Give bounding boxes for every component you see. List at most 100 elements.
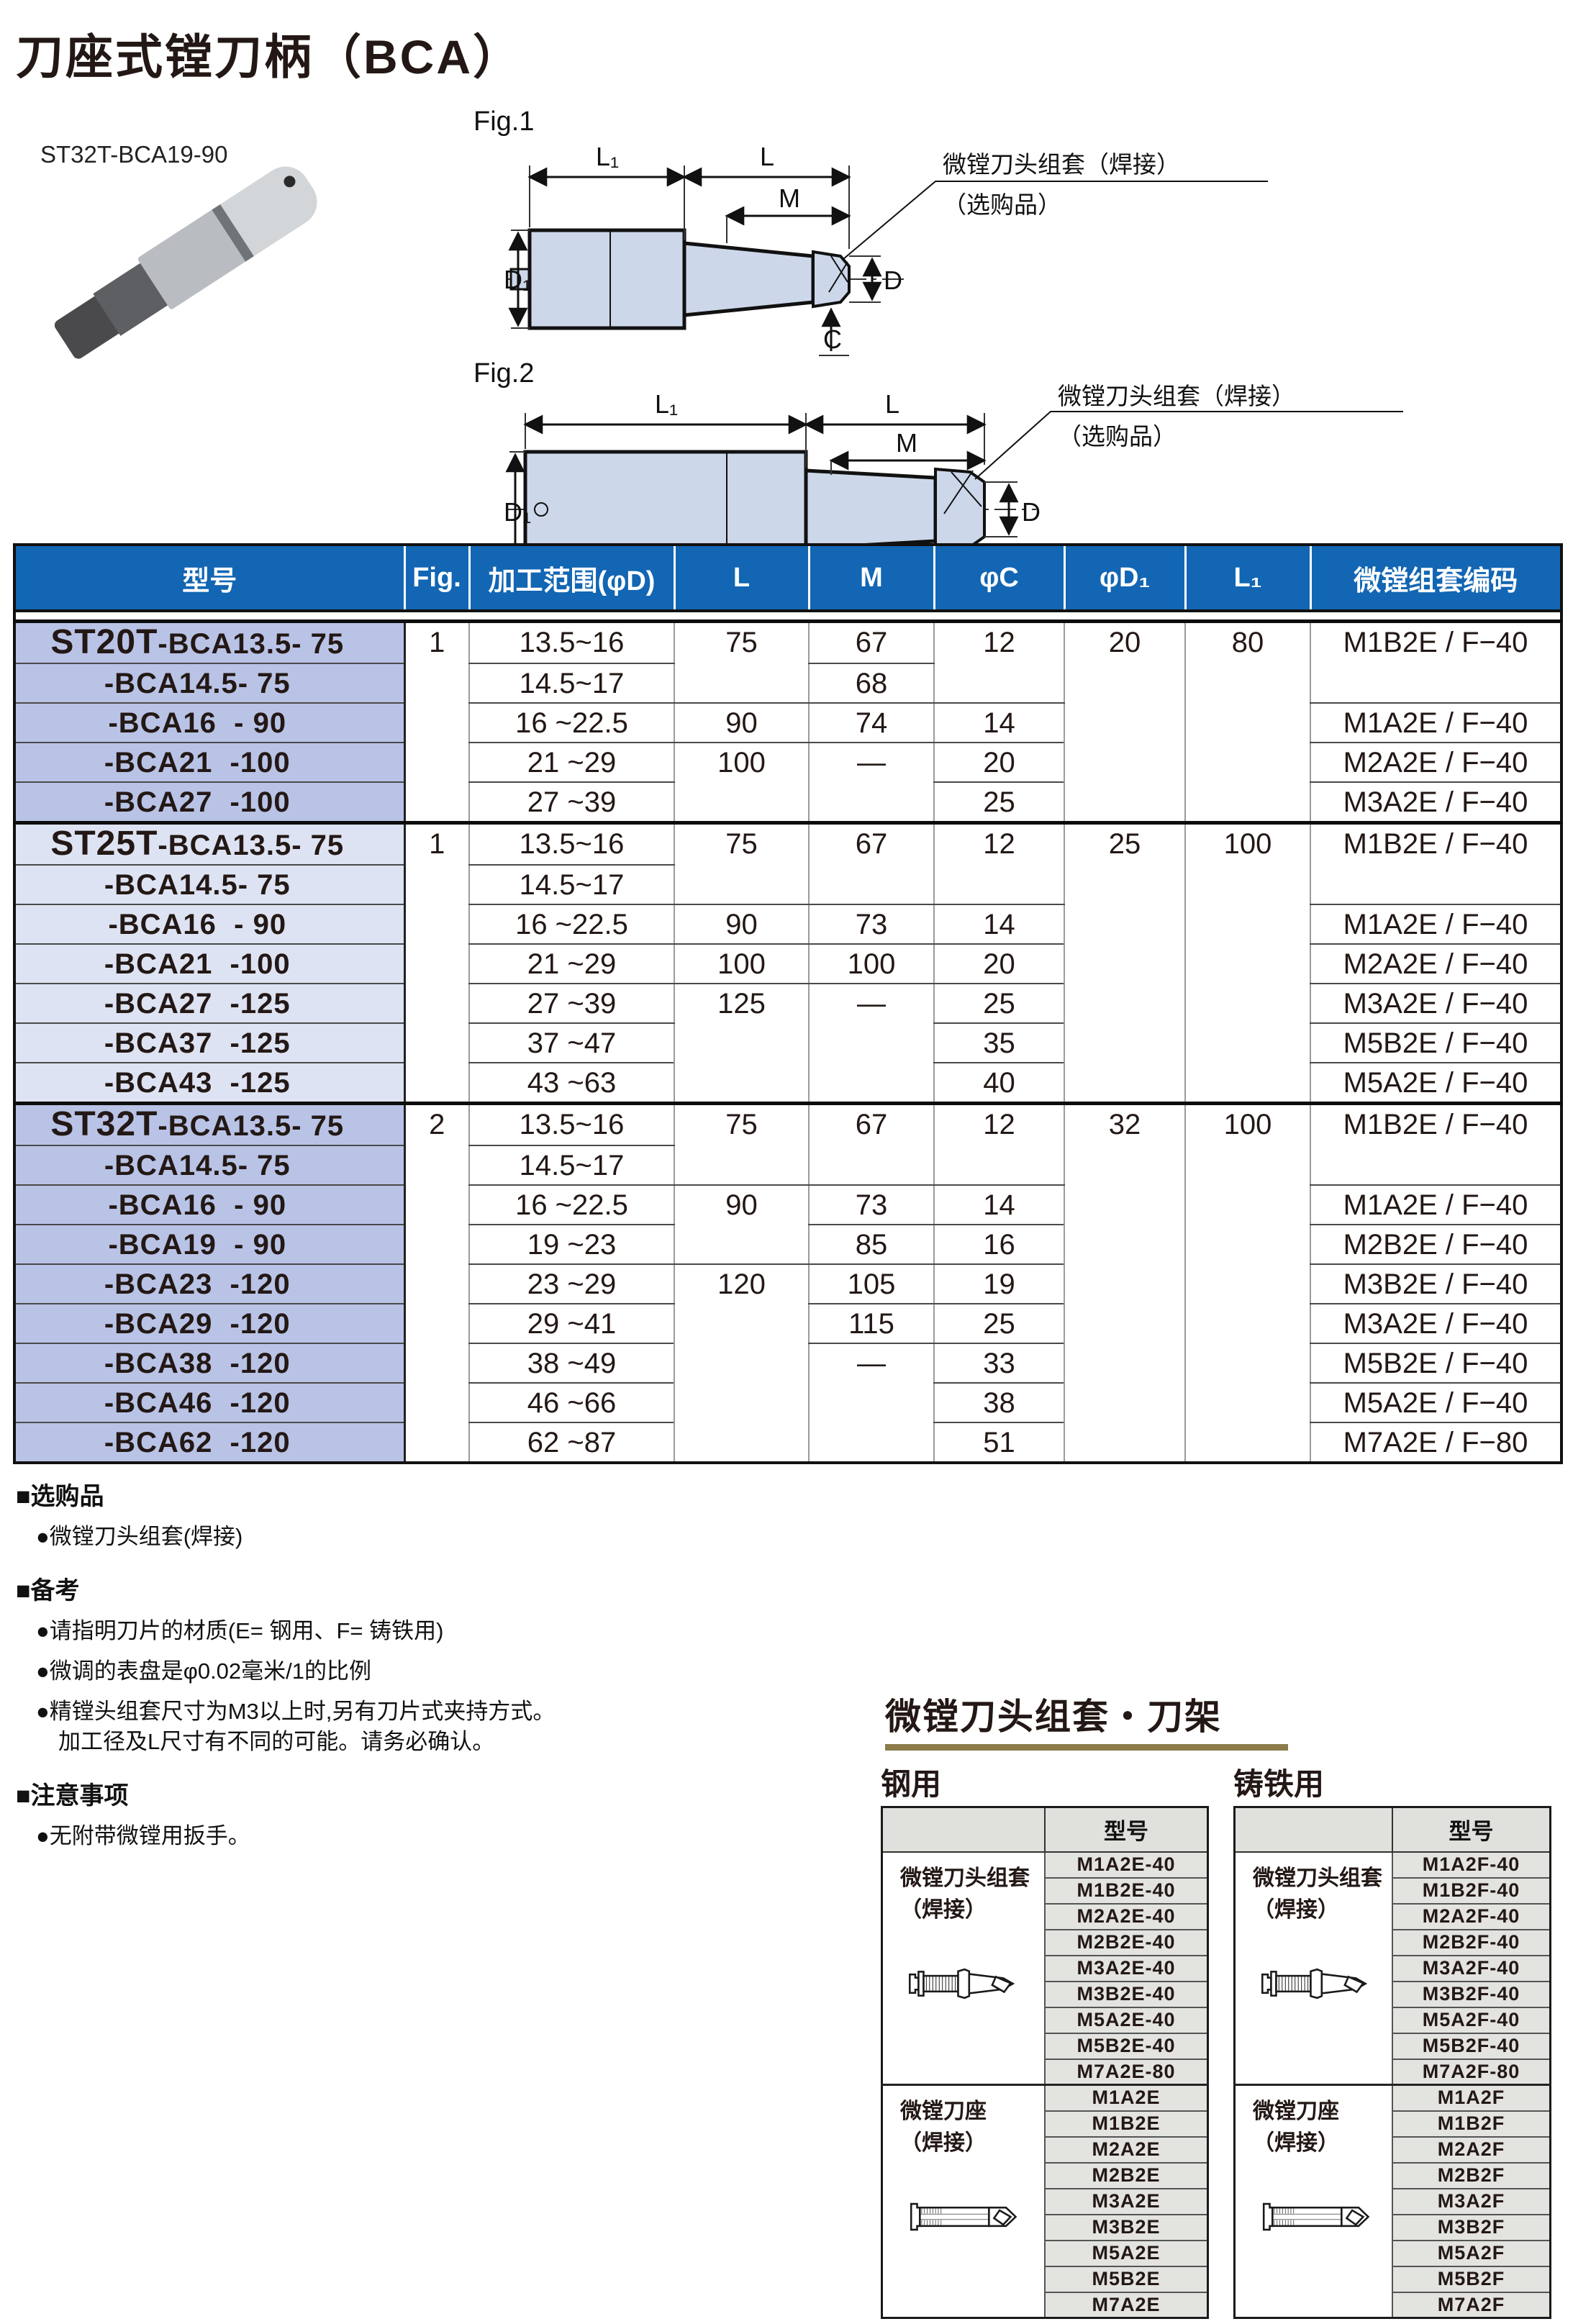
model-cell: -BCA16 - 90 — [14, 904, 406, 945]
code-cell: M1A2E / F−40 — [1310, 702, 1561, 743]
table-row: -BCA62 -120 62 ~87 51 M7A2E / F−80 — [14, 1422, 1561, 1463]
model-prefix: ST20T — [50, 622, 158, 661]
spec-group-ST32T: ST32T-BCA13.5- 75 2 13.5~16 75 67 12 32 100 M1B2… — [14, 1101, 1561, 1463]
l-cell: 90 — [674, 1184, 809, 1265]
c-cell: 38 — [933, 1382, 1064, 1423]
accessory-model-cell: M3A2E — [1044, 2187, 1209, 2215]
accessory-row: 微镗刀头组套 （焊接） M1A2E-40 — [881, 1851, 1209, 2086]
l1-cell: 100 — [1184, 820, 1310, 1104]
accessory-model-cell: M5A2E-40 — [1044, 2006, 1209, 2034]
l-cell: 75 — [674, 820, 809, 905]
accessory-model-cell: M1A2E — [1044, 2084, 1209, 2112]
c-cell: 14 — [933, 1184, 1064, 1225]
accessory-row: 微镗刀头组套 （焊接） M1A2F-40 — [1233, 1851, 1551, 2086]
model-cell: -BCA37 -125 — [14, 1022, 406, 1063]
accessory-row: M7A2E-80 — [882, 2058, 1209, 2086]
code-cell: M3A2E / F−40 — [1310, 983, 1561, 1024]
model-cell: -BCA16 - 90 — [14, 702, 406, 743]
accessory-model-cell: M3A2F-40 — [1392, 1954, 1551, 1982]
accessory-row: M1B2F — [1235, 2110, 1551, 2138]
accessory-row: M3B2E-40 — [882, 1980, 1209, 2008]
accessory-row: M2A2E-40 — [882, 1902, 1209, 1930]
l-cell: 120 — [674, 1263, 809, 1463]
accessory-model-cell: M2B2F — [1392, 2161, 1551, 2189]
l-cell: 90 — [674, 702, 809, 743]
dim-d-label: D — [1022, 497, 1041, 527]
dim-l-label: L — [760, 142, 774, 171]
table-row: -BCA21 -100 21 ~29 100 100 20 M2A2E / F−40 — [14, 943, 1561, 984]
model-cell: -BCA23 -120 — [14, 1263, 406, 1304]
model-suffix: -BCA16 - 90 — [108, 1189, 287, 1221]
header-model: 型号 — [14, 545, 404, 612]
range-cell: 14.5~17 — [468, 663, 674, 704]
accessory-row: M3B2F-40 — [1235, 1980, 1551, 2008]
code-cell: M1A2E / F−40 — [1310, 1184, 1561, 1225]
accessory-model-cell: M7A2F-80 — [1392, 2058, 1551, 2086]
code-cell: M1B2E / F−40 — [1310, 1101, 1561, 1186]
m-cell: 115 — [808, 1303, 934, 1344]
accessory-model-cell: M1A2F-40 — [1392, 1851, 1551, 1879]
model-cell: -BCA14.5- 75 — [14, 864, 406, 905]
table-row: -BCA23 -120 23 ~29 120 105 19 M3B2E / F−40 — [14, 1263, 1561, 1463]
accessory-model-cell: M5B2F-40 — [1392, 2032, 1551, 2060]
range-cell: 21 ~29 — [468, 742, 674, 783]
accessory-group-label: 微镗刀座 （焊接） — [881, 2084, 1046, 2319]
table-row: -BCA29 -120 29 ~41 115 25 M3A2E / F−40 — [14, 1303, 1561, 1344]
m-cell: 100 — [808, 943, 934, 984]
table-row: -BCA37 -125 37 ~47 35 M5B2E / F−40 — [14, 1022, 1561, 1063]
accessory-model-cell: M3B2E — [1044, 2213, 1209, 2241]
accessory-row: M7A2E — [882, 2291, 1209, 2319]
note-item: ●微镗刀头组套(焊接) — [36, 1524, 243, 1549]
dim-l1-label: L₁ — [655, 389, 678, 419]
accessory-label-line1: 微镗刀座 — [1253, 2100, 1339, 2123]
m-cell: 74 — [808, 702, 934, 743]
accessory-row: M5A2E-40 — [882, 2006, 1209, 2034]
table-row: -BCA16 - 90 16 ~22.5 90 74 14 M1A2E / F−40 — [14, 702, 1561, 743]
fig1-callout-line2: （选购品） — [943, 191, 1061, 218]
usage-label-steel: 钢用 — [881, 1767, 942, 1801]
blank-header-cell — [881, 1806, 1046, 1853]
c-cell: 14 — [933, 904, 1064, 945]
accessory-row: M3A2F — [1235, 2187, 1551, 2215]
spec-table: 型号 Fig. 加工范围(φD) L M φC φD₁ L₁ 微镗组套编码 ST… — [13, 543, 1563, 1464]
table-row: -BCA27 -125 27 ~39 125—25 M3A2E / F−40 — [14, 983, 1561, 1104]
model-suffix: -BCA14.5- 75 — [104, 1149, 291, 1181]
accessory-row: M3A2E — [882, 2187, 1209, 2215]
note-heading: ■注意事项 — [16, 1782, 129, 1810]
header-range: 加工范围(φD) — [468, 545, 674, 612]
boring-tool-image — [47, 147, 340, 368]
range-cell: 27 ~39 — [468, 781, 674, 823]
code-cell: M5A2E / F−40 — [1310, 1062, 1561, 1104]
accessory-row: M5A2F — [1235, 2239, 1551, 2267]
accessory-row: M5A2F-40 — [1235, 2006, 1551, 2034]
c-cell: 20 — [933, 742, 1064, 783]
accessory-row: M2B2E — [882, 2161, 1209, 2189]
accessory-group-label: 微镗刀头组套 （焊接） — [881, 1851, 1046, 2086]
l1-cell: 100 — [1184, 1101, 1310, 1463]
model-cell: -BCA27 -100 — [14, 781, 406, 823]
d1-cell: 20 — [1064, 619, 1185, 823]
model-cell: ST20T-BCA13.5- 75 — [14, 619, 406, 664]
dim-m-label: M — [896, 428, 917, 458]
model-cell: -BCA62 -120 — [14, 1422, 406, 1463]
accessory-model-cell: M5B2E — [1044, 2265, 1209, 2293]
accessory-model-cell: M2A2F-40 — [1392, 1902, 1551, 1930]
header-fig: Fig. — [403, 545, 469, 612]
code-cell: M3A2E / F−40 — [1310, 1303, 1561, 1344]
dim-l1-label: L₁ — [596, 142, 619, 171]
accessory-model-cell: M3A2F — [1392, 2187, 1551, 2215]
accessory-model-cell: M2B2F-40 — [1392, 1928, 1551, 1956]
fig1-drawing: L₁ L M D₁ D C 微镗刀头组套（焊接） （选购品） — [504, 142, 1268, 356]
model-suffix: -BCA27 -125 — [104, 987, 291, 1020]
m-cell: 68 — [808, 663, 934, 704]
c-cell: 40 — [933, 1062, 1064, 1104]
c-cell: 25 — [933, 781, 1064, 823]
table-row: -BCA46 -120 46 ~66 38 M5A2E / F−40 — [14, 1382, 1561, 1423]
model-cell: ST32T-BCA13.5- 75 — [14, 1101, 406, 1146]
table-row: -BCA16 - 90 16 ~22.5 90 73 14 M1A2E / F−40 — [14, 1184, 1561, 1265]
c-cell: 12 — [933, 1101, 1064, 1186]
accessory-section-title: 微镗刀头组套・刀架 — [885, 1697, 1222, 1737]
model-suffix: -BCA46 -120 — [104, 1386, 291, 1419]
page-title: 刀座式镗刀柄（BCA） — [16, 30, 522, 83]
model-suffix: -BCA13.5- 75 — [158, 627, 345, 660]
